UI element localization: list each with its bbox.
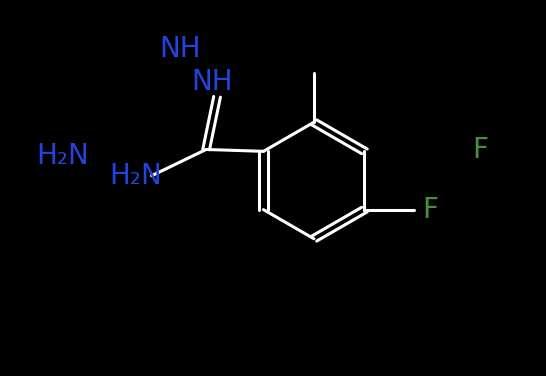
Text: H₂N: H₂N <box>37 142 89 170</box>
Text: NH: NH <box>191 68 233 96</box>
Text: NH: NH <box>159 35 201 63</box>
Text: H₂N: H₂N <box>109 162 162 190</box>
Text: F: F <box>422 196 438 224</box>
Text: F: F <box>472 136 489 164</box>
